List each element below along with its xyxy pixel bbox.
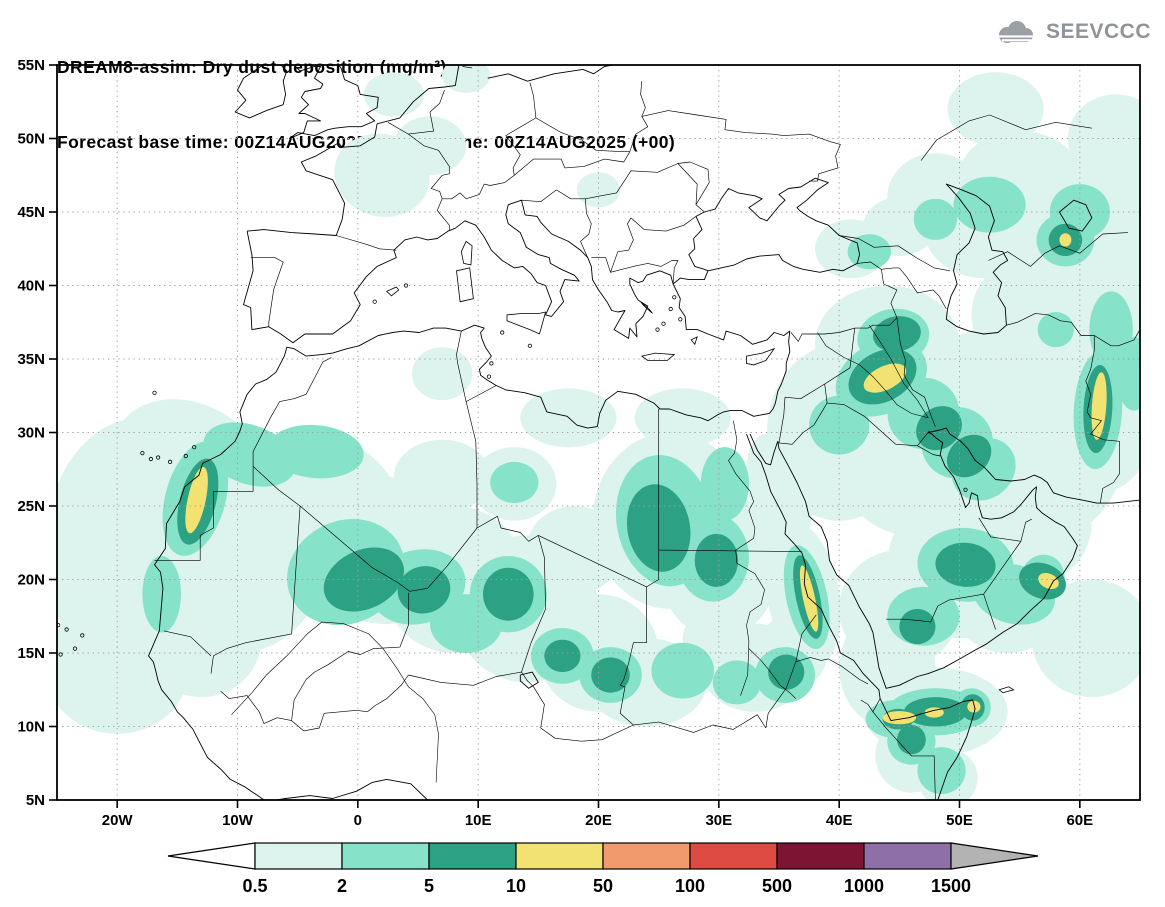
colorbar-segment	[602, 842, 691, 870]
lat-tick-label: 35N	[17, 351, 45, 368]
lon-tick-label: 10W	[222, 812, 254, 829]
rivers	[231, 325, 929, 783]
lat-tick-label: 40N	[17, 278, 45, 295]
country-borders	[154, 66, 1140, 800]
cloud-icon	[997, 21, 1034, 43]
seevccc-logo: SEEVCCC	[992, 18, 1151, 46]
lat-tick-label: 15N	[17, 645, 45, 662]
lon-tick-label: 40E	[826, 812, 853, 829]
colorbar-segment	[515, 842, 604, 870]
colorbar-level-label: 10	[506, 876, 526, 896]
colorbar-level-label: 1000	[844, 876, 884, 896]
colorbar-segment	[863, 842, 952, 870]
colorbar-level-label: 5	[424, 876, 434, 896]
lon-tick-label: 20W	[102, 812, 134, 829]
colorbar-segment	[428, 842, 517, 870]
lat-tick-label: 20N	[17, 572, 45, 589]
colorbar-level-label: 1500	[931, 876, 971, 896]
lat-tick-label: 55N	[17, 57, 45, 74]
map-canvas: 55N 50N 45N 40N 35N 30N 25N 20N 15N 10N 5N 20W 10W 0 1…	[17, 57, 1141, 829]
lon-tick-label: 10E	[465, 812, 492, 829]
lon-tick-label: 20E	[585, 812, 612, 829]
seevccc-logo-text: SEEVCCC	[1045, 20, 1151, 43]
colorbar-level-label: 100	[675, 876, 705, 896]
graticule	[57, 65, 1140, 800]
axis-labels: 55N 50N 45N 40N 35N 30N 25N 20N 15N 10N 5N 20W 10W 0 1…	[17, 57, 1093, 829]
colorbar-level-label: 50	[593, 876, 613, 896]
figure-title: DREAM8-assim: Dry dust deposition (mg/m²…	[57, 57, 447, 77]
lon-tick-label: 50E	[946, 812, 973, 829]
lat-tick-label: 10N	[17, 719, 45, 736]
colorbar-over-arrow	[950, 842, 1039, 870]
lat-tick-label: 5N	[26, 792, 45, 809]
lon-tick-label: 0	[354, 812, 362, 829]
lat-tick-label: 45N	[17, 204, 45, 221]
islands	[57, 240, 1015, 694]
lon-tick-label: 60E	[1066, 812, 1093, 829]
colorbar-segment	[689, 842, 778, 870]
colorbar-segment	[776, 842, 865, 870]
lon-tick-label: 30E	[705, 812, 732, 829]
colorbar-segment	[254, 842, 343, 870]
colorbar-level-label: 2	[337, 876, 347, 896]
colorbar-level-label: 500	[762, 876, 792, 896]
colorbar-labels: 0.5 2 5 10 50 100 500 1000 1500	[242, 876, 971, 896]
lat-tick-label: 30N	[17, 425, 45, 442]
lat-tick-label: 25N	[17, 498, 45, 515]
dust-shading-layer	[57, 65, 1140, 800]
lat-tick-label: 50N	[17, 131, 45, 148]
colorbar: 0.5 2 5 10 50 100 500 1000 1500	[167, 842, 1039, 896]
colorbar-under-arrow	[167, 842, 256, 870]
colorbar-bar	[167, 842, 1039, 870]
colorbar-level-label: 0.5	[242, 876, 267, 896]
colorbar-segment	[341, 842, 430, 870]
